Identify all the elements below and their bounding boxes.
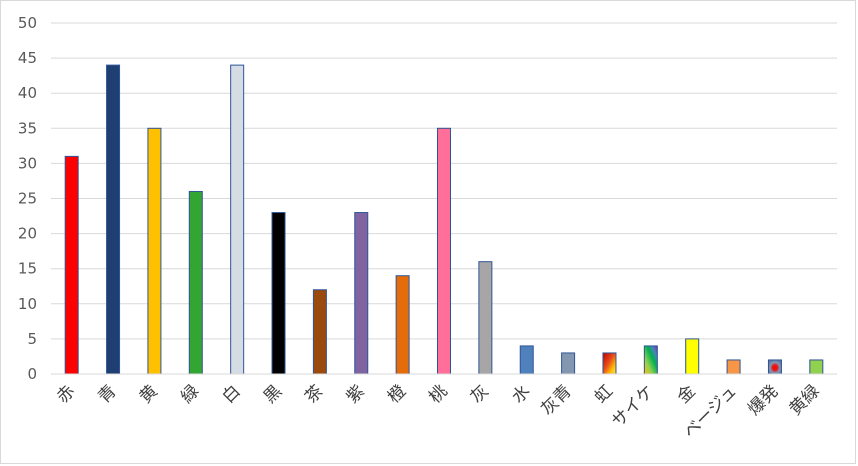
- x-tick-label: 黒: [260, 381, 286, 407]
- bar: [561, 352, 576, 375]
- x-tick-label: 白: [219, 381, 245, 407]
- bar: [685, 338, 700, 375]
- y-tick-label: 40: [18, 84, 37, 102]
- y-tick-label: 5: [27, 330, 37, 348]
- x-tick-label: 赤: [53, 381, 79, 407]
- x-axis-labels: 赤青黄緑白黒茶紫橙桃灰水灰青 虹サイケ 金ベージュ 爆発 黄緑: [53, 381, 824, 442]
- y-tick-label: 30: [18, 154, 37, 172]
- x-tick-label: 黄: [136, 381, 162, 407]
- bar: [106, 64, 121, 375]
- bar: [271, 212, 286, 375]
- y-tick-label: 20: [18, 225, 37, 243]
- bar: [767, 359, 782, 375]
- y-tick-label: 35: [18, 119, 37, 137]
- bar: [519, 345, 534, 375]
- x-tick-label: 黄緑: [786, 381, 824, 419]
- x-tick-label: 紫: [343, 381, 369, 407]
- bar: [437, 127, 451, 375]
- bar: [230, 64, 245, 375]
- x-tick-label: サイケ: [608, 381, 658, 431]
- x-tick-label: 青: [94, 381, 120, 407]
- x-tick-label: 緑: [177, 381, 203, 407]
- x-tick-label: 灰青: [537, 381, 575, 419]
- y-tick-label: 15: [18, 260, 37, 278]
- y-tick-label: 10: [18, 295, 37, 313]
- y-axis-ticks: 0 5 10 15 20 25 30 35 40 45 50: [18, 14, 37, 383]
- bar: [312, 289, 327, 375]
- bar: [726, 359, 741, 375]
- bar: [147, 127, 162, 375]
- x-tick-label: 灰: [467, 381, 493, 407]
- bar: [354, 212, 369, 375]
- x-tick-label: 爆発: [744, 381, 782, 419]
- bar: [809, 359, 824, 375]
- x-tick-label: 水: [508, 381, 534, 407]
- x-tick-label: 桃: [425, 381, 451, 407]
- bar: [64, 155, 79, 375]
- bar: [643, 345, 658, 375]
- bars: [64, 64, 824, 375]
- x-tick-label: 虹: [591, 381, 617, 407]
- bar: [602, 352, 617, 375]
- bar: [395, 275, 410, 375]
- y-tick-label: 50: [18, 14, 37, 32]
- x-tick-label: 橙: [384, 381, 410, 407]
- bar: [478, 261, 493, 375]
- y-tick-label: 25: [18, 190, 37, 208]
- x-tick-label: 金: [674, 381, 700, 407]
- y-tick-label: 0: [27, 365, 37, 383]
- x-tick-label: 茶: [301, 381, 327, 407]
- bar: [188, 190, 203, 375]
- y-tick-label: 45: [18, 49, 37, 67]
